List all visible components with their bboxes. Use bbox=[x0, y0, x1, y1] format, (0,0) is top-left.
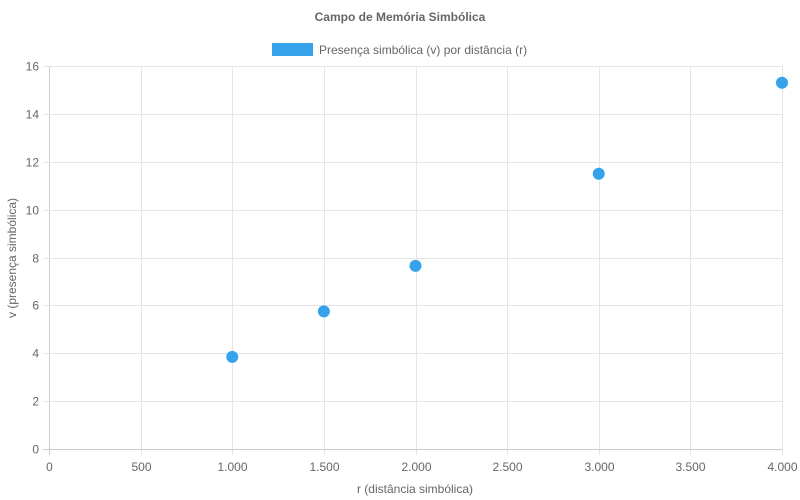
y-tick-label: 4 bbox=[32, 347, 39, 361]
x-tick-label: 3.000 bbox=[584, 460, 614, 474]
y-tick-label: 16 bbox=[26, 60, 40, 74]
data-point[interactable] bbox=[317, 305, 330, 318]
data-point[interactable] bbox=[592, 167, 605, 180]
x-tick-label: 2.500 bbox=[492, 460, 522, 474]
data-point[interactable] bbox=[409, 259, 422, 272]
legend-swatch bbox=[272, 43, 313, 56]
x-tick-labels: 0 500 1.000 1.500 2.000 2.500 3.000 3.500 4.000 bbox=[46, 460, 798, 474]
x-tick-label: 1.500 bbox=[309, 460, 339, 474]
y-tick-label: 10 bbox=[26, 204, 40, 218]
y-tick-label: 0 bbox=[32, 443, 39, 457]
data-point[interactable] bbox=[776, 76, 788, 89]
y-tick-label: 2 bbox=[32, 395, 39, 409]
x-axis-title: r (distância simbólica) bbox=[357, 482, 473, 496]
x-tick-label: 500 bbox=[131, 460, 151, 474]
y-tick-labels: 0 2 4 6 8 10 12 14 16 bbox=[26, 60, 40, 457]
y-tick-label: 14 bbox=[26, 108, 40, 122]
y-tick-label: 12 bbox=[26, 156, 40, 170]
x-tick-label: 2.000 bbox=[401, 460, 431, 474]
legend[interactable]: Presença simbólica (v) por distância (r) bbox=[272, 43, 527, 57]
data-points bbox=[226, 76, 788, 363]
y-grid-lines bbox=[43, 66, 782, 450]
x-tick-label: 1.000 bbox=[217, 460, 247, 474]
legend-label: Presença simbólica (v) por distância (r) bbox=[319, 43, 527, 57]
chart-title: Campo de Memória Simbólica bbox=[315, 10, 486, 24]
y-axis-title: v (presença simbólica) bbox=[5, 198, 19, 318]
y-tick-label: 6 bbox=[32, 299, 39, 313]
y-tick-label: 8 bbox=[32, 252, 39, 266]
data-point[interactable] bbox=[226, 350, 239, 363]
x-tick-label: 0 bbox=[46, 460, 53, 474]
x-tick-label: 3.500 bbox=[675, 460, 705, 474]
x-tick-label: 4.000 bbox=[767, 460, 797, 474]
